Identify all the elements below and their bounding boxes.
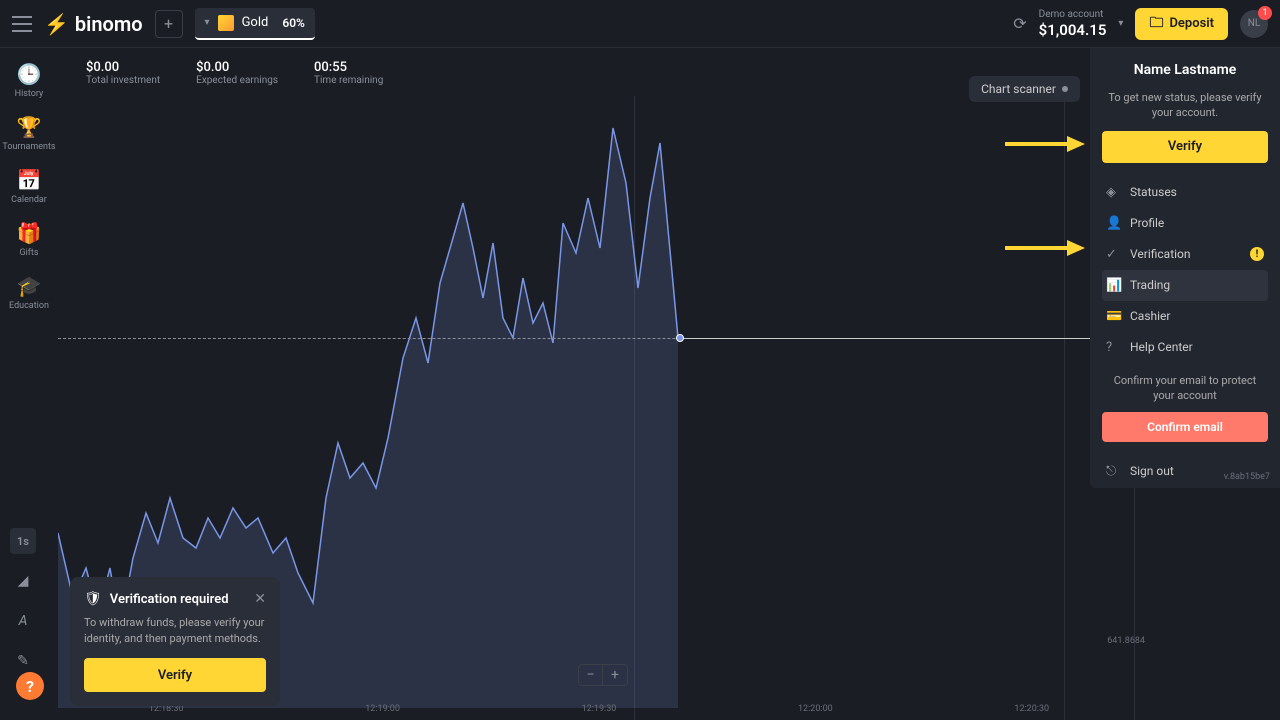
- tournaments-icon: 🏆: [17, 115, 42, 139]
- menu-label: Help Center: [1130, 340, 1193, 354]
- asset-tab[interactable]: ▾ Gold 60%: [195, 8, 315, 40]
- gifts-icon: 🎁: [17, 221, 42, 245]
- verification-toast: 🛡 Verification required ✕ To withdraw fu…: [70, 577, 280, 706]
- price-dot: [676, 334, 684, 342]
- zoom-in-button[interactable]: +: [603, 665, 627, 685]
- chart-tools: 1s ◢ A ✎: [10, 528, 36, 674]
- sidebar-label: History: [15, 89, 44, 99]
- confirm-email-note: Confirm your email to protect your accou…: [1102, 373, 1268, 404]
- sidebar-item-history[interactable]: 🕒 History: [15, 62, 44, 99]
- sidebar-item-calendar[interactable]: 📅 Calendar: [11, 168, 47, 205]
- menu-label: Cashier: [1130, 309, 1171, 323]
- deposit-button[interactable]: 🗀 Deposit: [1135, 8, 1228, 40]
- menu-icon: 📊: [1106, 278, 1120, 293]
- deposit-label: Deposit: [1169, 16, 1214, 31]
- refresh-icon[interactable]: ⟳: [1013, 14, 1026, 33]
- zoom-out-button[interactable]: −: [579, 665, 603, 685]
- indicators-icon[interactable]: A: [10, 608, 36, 634]
- toast-body: To withdraw funds, please verify your id…: [84, 615, 266, 646]
- annotation-arrow: [1005, 238, 1085, 258]
- zoom-controls: − +: [578, 664, 628, 686]
- menu-item-profile[interactable]: 👤 Profile: [1102, 208, 1268, 239]
- confirm-email-button[interactable]: Confirm email: [1102, 412, 1268, 442]
- asset-icon: [218, 15, 234, 31]
- sidebar-label: Tournaments: [2, 142, 55, 152]
- chart-type-icon[interactable]: ◢: [10, 568, 36, 594]
- signout-icon: ⎋: [1106, 464, 1120, 479]
- asset-percentage: 60%: [282, 16, 305, 30]
- alert-badge: !: [1250, 247, 1264, 261]
- menu-item-trading[interactable]: 📊 Trading: [1102, 270, 1268, 301]
- version-label: v.8ab15be7: [1224, 472, 1270, 482]
- time-tick: 12:20:30: [1014, 704, 1049, 714]
- menu-item-cashier[interactable]: 💳 Cashier: [1102, 301, 1268, 332]
- account-balance: $1,004.15: [1039, 21, 1107, 39]
- menu-icon: ✓: [1106, 247, 1120, 262]
- user-name: Name Lastname: [1102, 62, 1268, 78]
- logo[interactable]: ⚡ binomo: [44, 12, 143, 36]
- menu-icon[interactable]: [12, 16, 32, 32]
- menu-item-verification[interactable]: ✓ Verification!: [1102, 239, 1268, 270]
- help-button[interactable]: ?: [16, 672, 44, 700]
- price-solid-line: [678, 338, 1130, 339]
- menu-item-help-center[interactable]: ? Help Center: [1102, 332, 1268, 363]
- history-icon: 🕒: [17, 62, 42, 86]
- time-tick: 12:19:00: [365, 704, 400, 714]
- menu-label: Statuses: [1130, 185, 1177, 199]
- account-selector[interactable]: Demo account $1,004.15: [1039, 9, 1107, 39]
- chevron-down-icon: ▾: [1118, 18, 1123, 29]
- price-side-label: 641.8684: [1107, 636, 1145, 646]
- menu-label: Trading: [1130, 278, 1170, 292]
- menu-icon: ?: [1106, 340, 1120, 355]
- panel-verify-button[interactable]: Verify: [1102, 131, 1268, 163]
- avatar-initials: NL: [1248, 18, 1261, 29]
- timeframe-button[interactable]: 1s: [10, 528, 36, 554]
- toast-title: Verification required: [110, 592, 229, 607]
- chevron-down-icon: ▾: [205, 17, 210, 28]
- menu-icon: 💳: [1106, 309, 1120, 324]
- asset-name: Gold: [242, 15, 269, 30]
- brand-name: binomo: [75, 12, 143, 36]
- toast-verify-button[interactable]: Verify: [84, 658, 266, 692]
- menu-label: Profile: [1130, 216, 1164, 230]
- sidebar-label: Education: [9, 301, 49, 311]
- time-tick: 12:19:30: [582, 704, 617, 714]
- topbar: ⚡ binomo + ▾ Gold 60% ⟳ Demo account $1,…: [0, 0, 1280, 48]
- sidebar-item-gifts[interactable]: 🎁 Gifts: [17, 221, 42, 258]
- add-tab-button[interactable]: +: [155, 10, 183, 38]
- logo-icon: ⚡: [44, 12, 69, 36]
- menu-item-statuses[interactable]: ◈ Statuses: [1102, 177, 1268, 208]
- notification-badge: 1: [1258, 6, 1272, 20]
- close-icon[interactable]: ✕: [254, 591, 266, 607]
- profile-panel: Name Lastname To get new status, please …: [1090, 48, 1280, 488]
- sidebar-item-education[interactable]: 🎓 Education: [9, 274, 49, 311]
- account-label: Demo account: [1039, 9, 1107, 21]
- menu-list: ◈ Statuses 👤 Profile ✓ Verification! 📊 Trading 💳…: [1102, 177, 1268, 363]
- sidebar-label: Gifts: [19, 248, 38, 258]
- menu-icon: ◈: [1106, 185, 1120, 200]
- time-tick: 12:20:00: [798, 704, 833, 714]
- wallet-icon: 🗀: [1149, 12, 1163, 36]
- status-note: To get new status, please verify your ac…: [1102, 90, 1268, 121]
- signout-label: Sign out: [1130, 464, 1174, 478]
- menu-icon: 👤: [1106, 216, 1120, 231]
- draw-tool-icon[interactable]: ✎: [10, 648, 36, 674]
- avatar[interactable]: NL 1: [1240, 10, 1268, 38]
- annotation-arrow: [1005, 134, 1085, 154]
- education-icon: 🎓: [17, 274, 42, 298]
- calendar-icon: 📅: [17, 168, 42, 192]
- shield-icon: 🛡: [84, 591, 102, 607]
- sidebar-item-tournaments[interactable]: 🏆 Tournaments: [2, 115, 55, 152]
- menu-label: Verification: [1130, 247, 1191, 261]
- sidebar-label: Calendar: [11, 195, 47, 205]
